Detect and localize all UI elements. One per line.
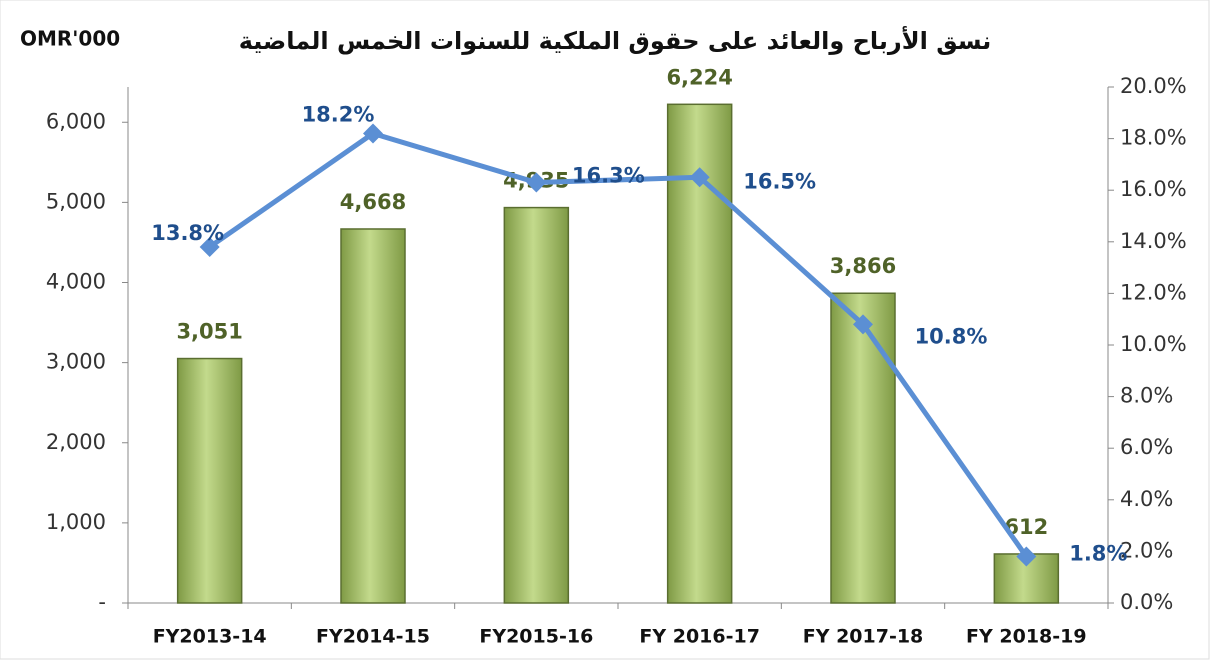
bar (340, 228, 406, 604)
y2-tick-label: 2.0% (1120, 538, 1173, 562)
x-tick-label: FY 2017-18 (803, 626, 924, 648)
line-value-label: 18.2% (302, 102, 375, 126)
line (208, 130, 1029, 558)
bar (830, 292, 896, 604)
y-axis-label: OMR'000 (20, 27, 120, 51)
y-tick-label: 4,000 (46, 270, 106, 294)
chart-title: نسق الأرباح والعائد على حقوق الملكية للس… (239, 26, 992, 55)
line-value-label: 10.8% (915, 324, 988, 348)
y2-tick-label: 12.0% (1120, 280, 1187, 304)
x-tick-label: FY2013-14 (153, 626, 267, 648)
line-marker (199, 236, 220, 257)
line-value-label: 16.5% (743, 169, 816, 193)
y-tick-label: 6,000 (46, 109, 106, 133)
y-tick-label: 5,000 (46, 189, 106, 213)
bar-value-label: 4,668 (340, 190, 406, 214)
line-marker (363, 123, 383, 144)
y-tick-label: 2,000 (46, 430, 106, 454)
line-marker (526, 172, 547, 193)
bar (503, 206, 570, 604)
bar-value-label: 3,051 (176, 320, 242, 344)
y2-tick-label: 8.0% (1120, 384, 1173, 408)
x-tick-label: FY 2016-17 (639, 626, 760, 648)
y2-tick-label: 16.0% (1120, 177, 1187, 201)
y-tick-label: - (98, 590, 106, 614)
x-tick-label: FY2014-15 (316, 626, 430, 648)
line-value-label: 13.8% (151, 221, 224, 245)
bar-value-label: 6,224 (666, 65, 732, 89)
y-tick-label: 3,000 (46, 350, 106, 374)
bar (176, 357, 243, 604)
line-value-label: 1.8% (1069, 542, 1127, 566)
y2-tick-label: 4.0% (1120, 487, 1173, 511)
line-marker (853, 314, 873, 335)
bar (666, 103, 733, 604)
y2-tick-label: 20.0% (1120, 74, 1187, 98)
y2-tick-label: 6.0% (1120, 435, 1173, 459)
y2-tick-label: 14.0% (1120, 229, 1187, 253)
x-tick-label: FY 2018-19 (966, 626, 1087, 648)
x-tick-label: FY2015-16 (479, 626, 593, 648)
y-tick-label: 1,000 (46, 510, 106, 534)
line-value-label: 16.3% (572, 163, 645, 187)
bar-value-label: 3,866 (830, 254, 896, 278)
y2-tick-label: 18.0% (1120, 126, 1187, 150)
y2-tick-label: 10.0% (1120, 332, 1187, 356)
line-marker (1016, 546, 1037, 567)
y2-tick-label: 0.0% (1120, 590, 1173, 614)
line-marker (689, 167, 710, 188)
